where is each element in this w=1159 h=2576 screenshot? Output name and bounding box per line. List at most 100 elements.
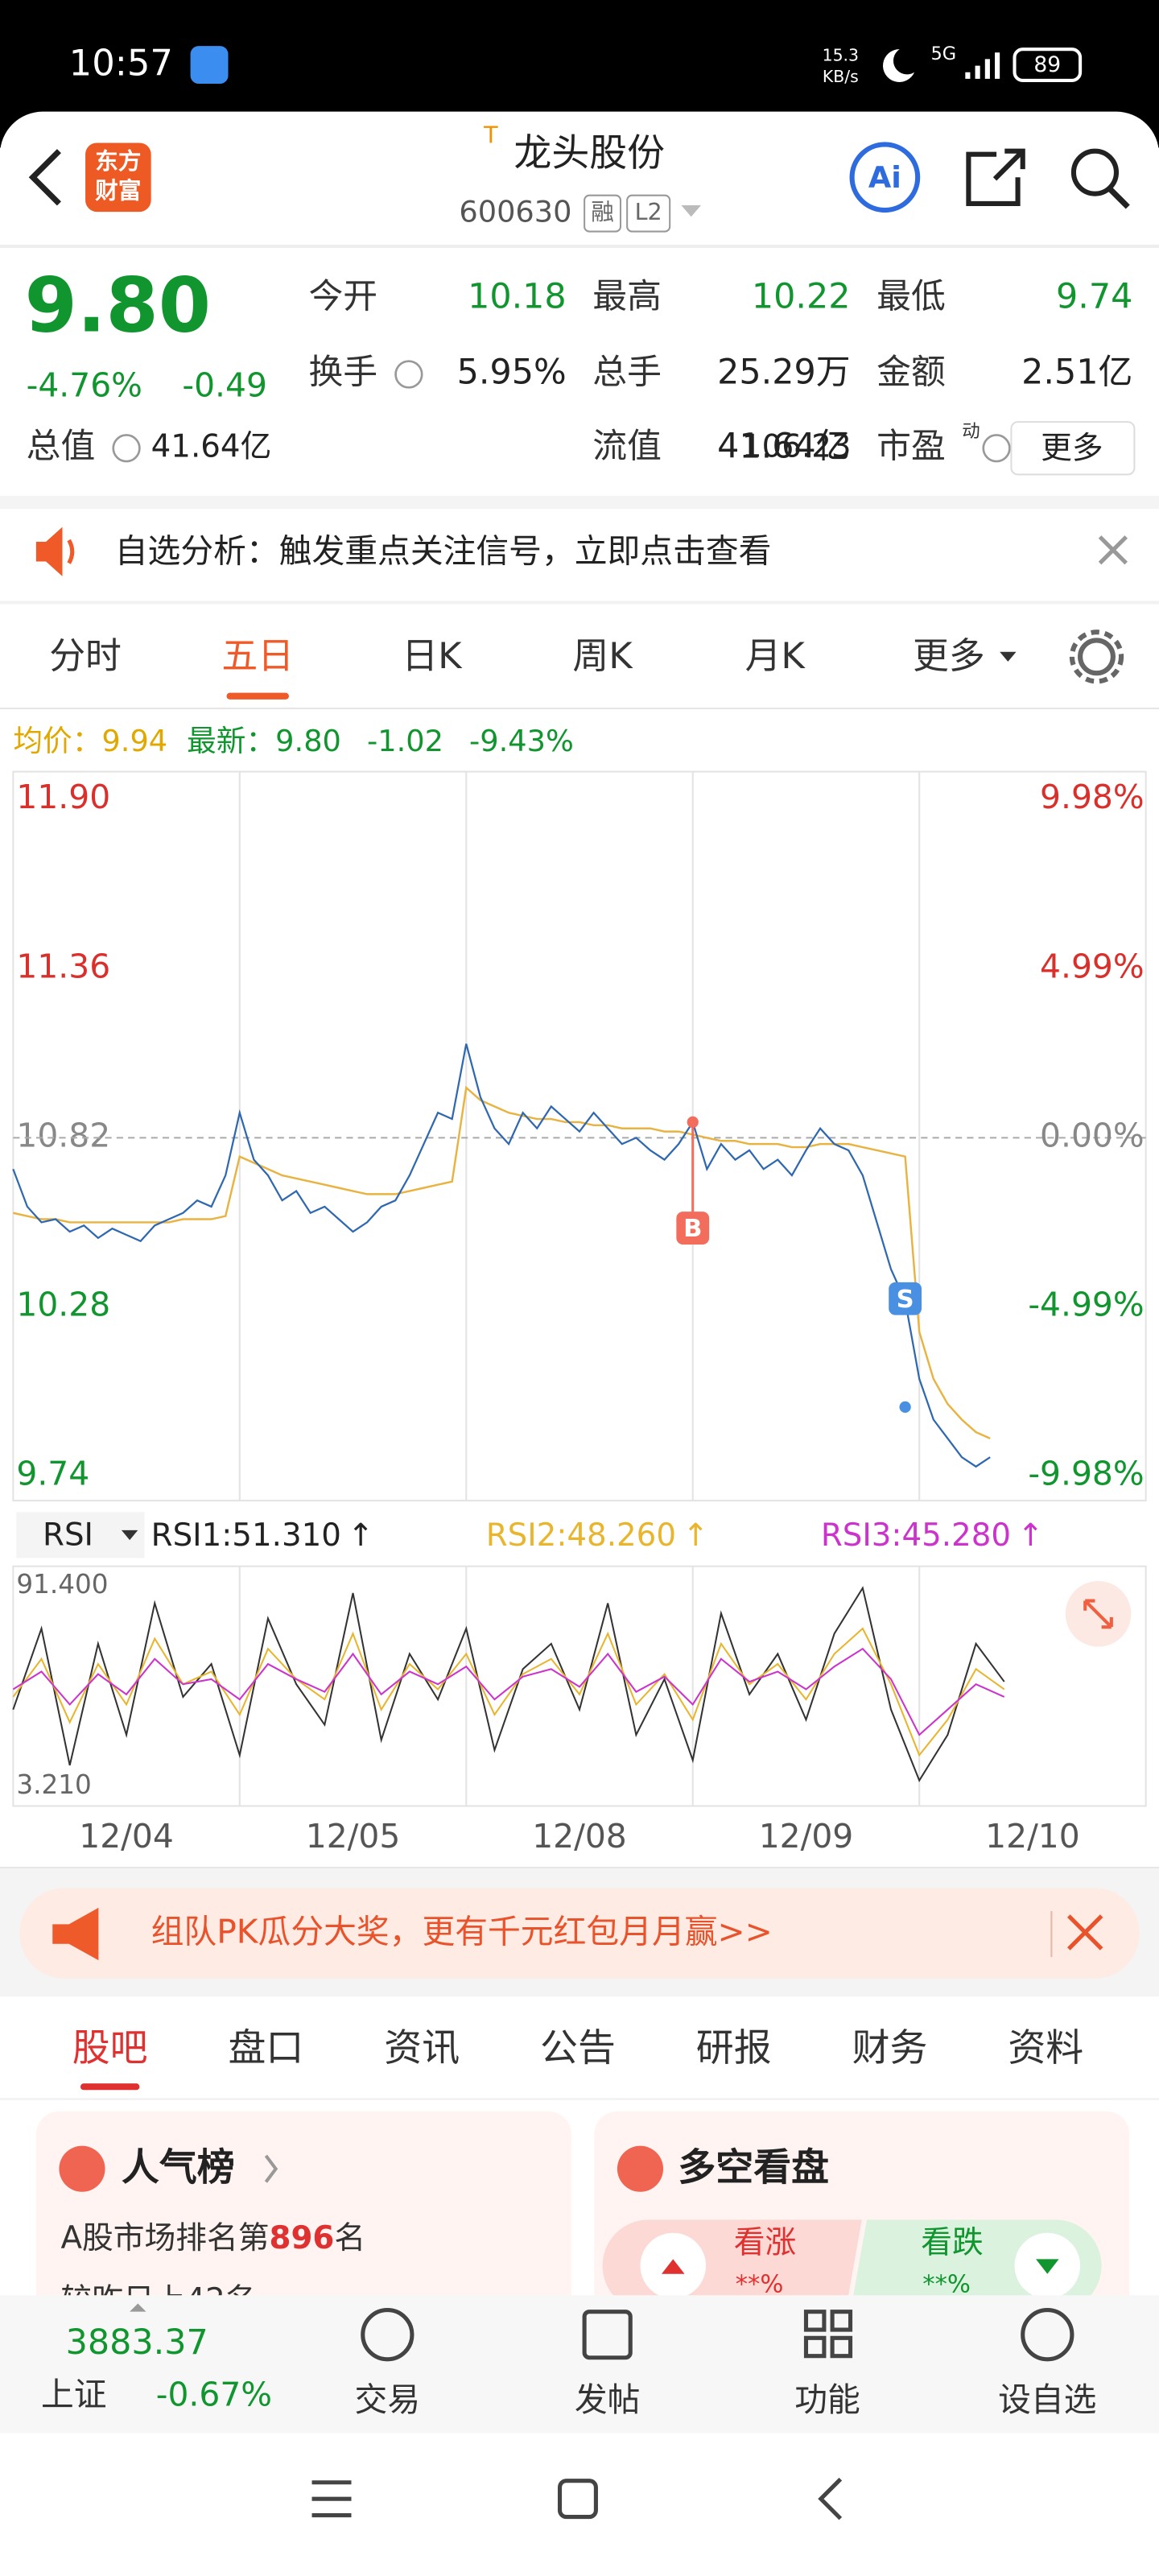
battery-level: 89 bbox=[1033, 52, 1061, 77]
y-tick-label: 10.28 bbox=[16, 1285, 110, 1323]
content-tab[interactable]: 资讯 bbox=[384, 2026, 460, 2070]
price-chart: 11.90 11.36 10.82 10.28 9.74 9.98% 4.99% 0.00% -… bbox=[12, 771, 1146, 1501]
card-title: 人气榜 bbox=[122, 2146, 235, 2190]
y-tick-label: 10.82 bbox=[16, 1116, 110, 1154]
moon-icon bbox=[883, 49, 915, 82]
divider bbox=[0, 495, 1159, 510]
content-tab[interactable]: 研报 bbox=[696, 2026, 772, 2070]
latest-value: 9.80 bbox=[275, 723, 341, 758]
rank-prefix: A股市场排名第 bbox=[60, 2219, 269, 2256]
net-speed: 15.3 bbox=[823, 45, 859, 64]
nav-home[interactable] bbox=[557, 2479, 598, 2520]
chart-tab[interactable]: 周K bbox=[572, 634, 633, 677]
close-button[interactable] bbox=[1098, 535, 1128, 565]
chart-tab[interactable]: 月K bbox=[745, 634, 806, 677]
average-line bbox=[13, 1085, 991, 1439]
field-label: 总手 bbox=[592, 353, 662, 393]
change: -0.49 bbox=[182, 365, 267, 404]
logo[interactable] bbox=[85, 142, 151, 213]
separator bbox=[1050, 1910, 1053, 1958]
bottom-item[interactable]: 设自选 bbox=[998, 2380, 1096, 2419]
y-tick-label: 91.400 bbox=[16, 1569, 108, 1600]
divider bbox=[0, 708, 1159, 710]
field-value: 25.29万 bbox=[717, 353, 850, 393]
more-button[interactable] bbox=[1010, 421, 1136, 476]
card-title: 多空看盘 bbox=[678, 2146, 829, 2190]
price-line bbox=[12, 1043, 991, 1468]
chart-tab[interactable]: 五日 bbox=[221, 634, 294, 677]
chart-tab[interactable]: 更多 bbox=[913, 634, 985, 677]
chevron bbox=[264, 2154, 278, 2183]
ai-button[interactable] bbox=[849, 142, 921, 213]
nav-back[interactable] bbox=[818, 2477, 843, 2520]
search-button[interactable] bbox=[1070, 148, 1120, 196]
index-change: -0.67% bbox=[156, 2376, 272, 2414]
bottom-item[interactable]: 交易 bbox=[355, 2380, 421, 2419]
content-tab[interactable]: 公告 bbox=[540, 2026, 616, 2070]
stock-code: 600630 bbox=[459, 195, 571, 229]
dropdown-icon[interactable] bbox=[681, 204, 701, 217]
field-sup: 动 bbox=[962, 421, 980, 442]
promo-banner[interactable] bbox=[19, 1888, 1140, 1979]
x-tick-label: 12/08 bbox=[532, 1817, 627, 1856]
post-icon bbox=[582, 2310, 633, 2360]
app-icon bbox=[190, 46, 229, 85]
up-label: 看涨 bbox=[734, 2225, 797, 2261]
close-button[interactable] bbox=[1067, 1914, 1103, 1951]
battery bbox=[1013, 47, 1083, 82]
trade-icon bbox=[361, 2308, 415, 2362]
tag-margin: 融 bbox=[591, 198, 614, 225]
signal-icon bbox=[965, 52, 1000, 79]
avg-label: 均价： bbox=[13, 723, 101, 758]
y2-tick-label: -4.99% bbox=[1028, 1285, 1144, 1323]
content-tab[interactable]: 资料 bbox=[1008, 2026, 1083, 2070]
content-tab[interactable]: 财务 bbox=[852, 2026, 928, 2070]
rsi-legend-name: RSI3:45.280 bbox=[821, 1517, 1011, 1553]
chart-tab[interactable]: 分时 bbox=[49, 634, 122, 677]
field-value: 9.74 bbox=[1056, 277, 1132, 317]
y-tick-label: 3.210 bbox=[16, 1769, 91, 1800]
field-value: 41.64亿 bbox=[151, 428, 272, 464]
info-icon[interactable] bbox=[112, 434, 141, 463]
field-value: 10.18 bbox=[468, 277, 567, 317]
ai-label: Ai bbox=[868, 160, 901, 195]
x-tick-label: 12/05 bbox=[306, 1817, 401, 1856]
chart-tabs: 分时 五日 日K 周K 月K 更多 bbox=[49, 634, 1017, 700]
dropdown-icon bbox=[1000, 651, 1017, 662]
settings-button[interactable] bbox=[1078, 638, 1116, 676]
expand-arrow[interactable] bbox=[130, 2303, 146, 2312]
nav-menu[interactable] bbox=[311, 2480, 352, 2518]
content-tab[interactable]: 盘口 bbox=[229, 2026, 304, 2070]
expand-icon bbox=[1083, 1599, 1113, 1629]
back-button[interactable] bbox=[28, 149, 61, 206]
price-frame bbox=[12, 770, 1147, 1502]
marker-label: S bbox=[897, 1286, 914, 1314]
chart-tab[interactable]: 日K bbox=[402, 634, 463, 677]
megaphone-icon bbox=[52, 1907, 99, 1961]
divider bbox=[0, 601, 1159, 605]
y2-tick-label: 0.00% bbox=[1040, 1116, 1145, 1154]
quote-fields: 今开 10.18 最高 10.22 最低 9.74 换手 5.95% 总手 25.29万 金额 2.5… bbox=[27, 277, 1133, 467]
rsi-selector-label: RSI bbox=[43, 1517, 93, 1553]
popularity-icon bbox=[59, 2145, 105, 2192]
notice-text[interactable]: 自选分析：触发重点关注信号，立即点击查看 bbox=[115, 531, 772, 570]
change: -1.02 bbox=[367, 723, 443, 758]
rsi-legend: RSI3:45.280 ↑ bbox=[821, 1517, 1044, 1553]
marker-badge[interactable] bbox=[676, 1212, 710, 1245]
rsi-line bbox=[12, 1647, 1005, 1736]
rsi-selector[interactable] bbox=[16, 1512, 145, 1558]
info-icon[interactable] bbox=[394, 360, 423, 389]
index-value[interactable]: 3883.37 bbox=[66, 2322, 208, 2363]
content-tab[interactable]: 股吧 bbox=[72, 2026, 148, 2070]
bottom-bar bbox=[0, 2295, 1159, 2434]
bottom-item[interactable]: 功能 bbox=[794, 2380, 860, 2419]
rsi-legend-trend: ↑ bbox=[1017, 1517, 1043, 1553]
marker-badge[interactable] bbox=[889, 1282, 922, 1315]
popularity-card[interactable] bbox=[35, 2111, 571, 2325]
y2-tick-label: 4.99% bbox=[1040, 947, 1145, 985]
price: 9.80 bbox=[25, 262, 211, 349]
share-button[interactable] bbox=[966, 148, 1025, 206]
info-icon[interactable] bbox=[982, 434, 1011, 463]
bottom-item[interactable]: 发帖 bbox=[575, 2380, 641, 2419]
x-tick-label: 12/04 bbox=[79, 1817, 174, 1856]
